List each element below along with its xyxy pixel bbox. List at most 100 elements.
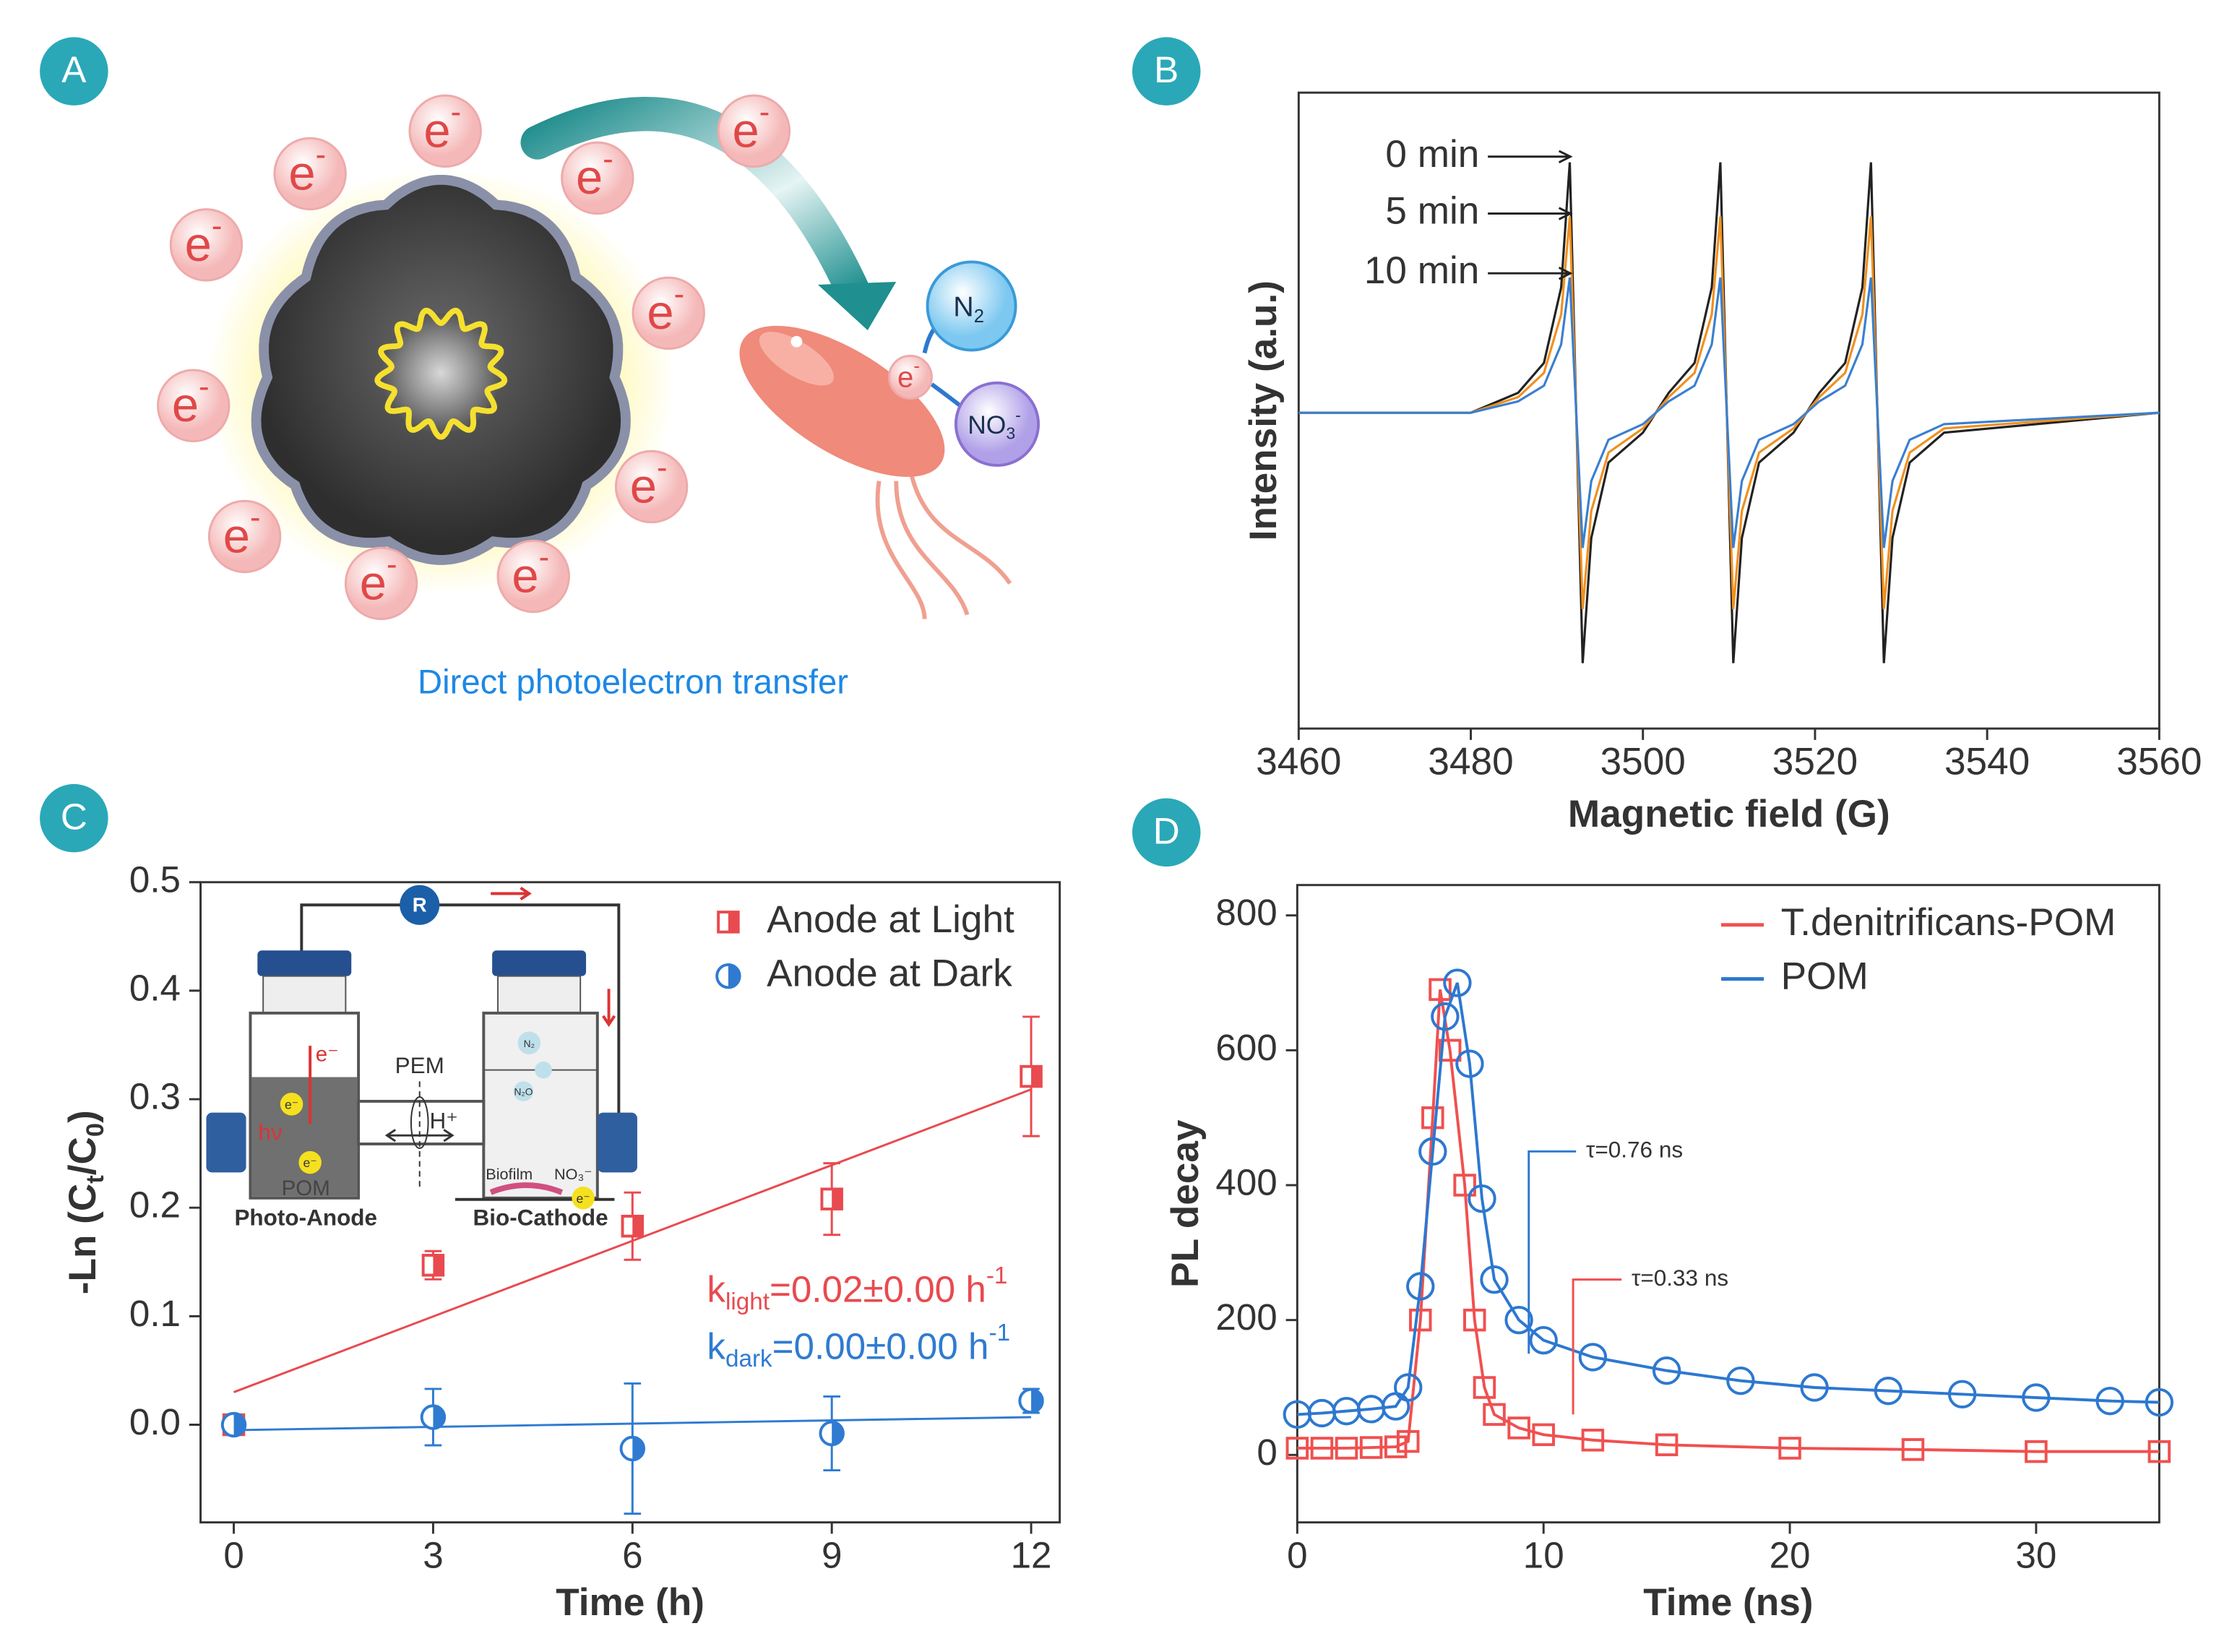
panel-label: B [1154,49,1179,90]
y-tick-label: 600 [1215,1027,1277,1068]
text-part: e [223,509,250,563]
text-part: e [630,459,657,513]
electron-bubble [344,546,418,621]
text-part: e [423,103,450,158]
marker-fill [433,1255,444,1275]
text-part: - [603,142,613,177]
text-part: dark [725,1346,772,1372]
series-line [1297,982,2160,1416]
marker-fill [632,1437,645,1460]
y-tick-label: 0.1 [129,1293,181,1334]
panel-badge [40,783,108,853]
inset-label: e⁻ [303,1156,317,1170]
text-part: e [897,361,913,393]
panel-label: D [1153,810,1180,851]
y-tick-label: 0.0 [129,1401,181,1442]
inset-label: H⁺ [430,1108,458,1134]
series-line [1297,989,2160,1453]
text-part: -1 [986,1262,1008,1289]
annotation: τ=0.76 ns [1586,1137,1683,1163]
y-tick-label: 0 [1257,1432,1277,1473]
text-part: e [172,378,199,432]
plot-frame [1297,91,2160,730]
series-label: 5 min [1385,190,1479,233]
text-part: - [539,541,550,575]
marker-fill [433,1406,445,1429]
no3-label: NO3- [968,406,1021,443]
y-tick-label: 0.4 [129,967,181,1008]
x-axis-label: Magnetic field (G) [1568,793,1890,835]
inset-label: Bio-Cathode [473,1205,608,1231]
electron-label: e- [576,142,613,205]
text-part: k [707,1268,725,1309]
text-part: - [759,95,770,130]
x-tick-label: 0 [1287,1534,1307,1575]
electron-label: e- [223,501,261,563]
label-arrow [1488,267,1573,280]
inset [206,885,637,1210]
panel-label: A [61,49,87,90]
inset-label: e⁻ [577,1191,590,1205]
inset-label: N₂ [524,1038,535,1049]
electron-label: e- [423,95,461,158]
electron-bubble [207,499,282,574]
inset-label: POM [282,1176,330,1200]
annotation: klight=0.02±0.00 h-1 [707,1262,1007,1315]
annotation-bracket [1528,1150,1577,1354]
text-part: 0 [82,1123,109,1137]
text-part: - [316,138,326,173]
text-part: light [725,1289,770,1315]
arrow-head [817,282,897,330]
core-ring [374,307,508,440]
text-part: - [451,95,462,130]
core [381,313,501,433]
text-part: - [387,548,397,582]
text-part: e [647,285,673,340]
electron-label: e- [897,355,920,393]
text-part: - [1015,406,1021,425]
marker [1394,1373,1423,1402]
y-tick-label: 400 [1215,1162,1277,1203]
marker-fill [632,1216,643,1236]
legend-label: T.denitrificans-POM [1781,901,2116,944]
text-part: - [657,451,668,486]
marker [421,1254,445,1277]
electron-label: e- [185,209,223,271]
electron-bubble [717,94,791,168]
series-label: 10 min [1364,249,1480,292]
marker-fill [1031,1389,1043,1413]
x-tick-label: 3480 [1428,740,1513,783]
x-tick-label: 3500 [1600,740,1686,783]
text-part: -Ln (C [61,1184,104,1294]
x-tick-label: 3 [423,1534,443,1575]
marker [717,911,740,934]
caption: Direct photoelectron transfer [418,663,848,702]
legend-label: Anode at Dark [767,952,1012,995]
marker [1473,1376,1496,1399]
marker [1507,1416,1530,1440]
no3-arrow [930,382,962,408]
series-line [1298,277,2160,548]
y-axis-label: PL decay [1164,1119,1207,1288]
n2-bubble [926,260,1017,352]
marker [1018,1388,1044,1414]
x-axis-label: Time (h) [556,1581,705,1624]
panel-label: C [61,796,87,838]
y-tick-label: 0.5 [129,859,181,900]
plot-frame [199,881,1061,1524]
x-tick-label: 6 [622,1534,642,1575]
x-tick-label: 10 [1523,1534,1564,1575]
text-part: ) [61,1110,104,1123]
electron-bubble [887,354,933,400]
text-part: e [185,217,212,271]
electron-label: e- [647,278,684,340]
electron-bubble [273,137,347,211]
y-tick-label: 200 [1215,1296,1277,1338]
text-part: - [913,355,920,377]
electron-bubble [496,539,570,614]
plot-frame [1296,884,2160,1524]
x-tick-label: 12 [1011,1534,1052,1575]
y-tick-label: 0.3 [129,1076,181,1117]
bacterium [739,325,1012,619]
